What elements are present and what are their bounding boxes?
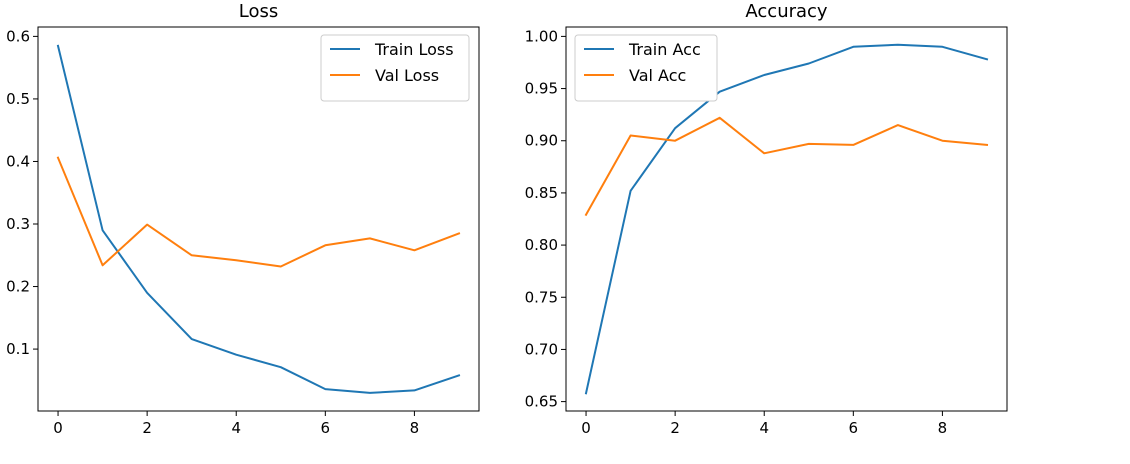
train-acc-legend-label: Train Acc <box>628 40 701 59</box>
accuracy-y-tick-label: 0.80 <box>525 236 558 254</box>
accuracy-y-tick-label: 0.85 <box>525 184 558 202</box>
train-acc-line <box>584 43 989 395</box>
loss-axes-frame <box>37 26 480 412</box>
accuracy-x-tick-label: 0 <box>581 419 591 437</box>
loss-x-tick-label: 0 <box>53 419 63 437</box>
loss-x-tick-label: 8 <box>410 419 420 437</box>
accuracy-x-tick-label: 8 <box>938 419 948 437</box>
accuracy-axis-ticks: 0 2 4 6 8 0.65 0.70 0.75 0.80 0.85 0.90 0.95 1.00 <box>525 27 948 437</box>
loss-legend: Train Loss Val Loss <box>320 34 470 102</box>
val-acc-legend-label: Val Acc <box>629 66 686 85</box>
accuracy-y-tick-label: 0.95 <box>525 80 558 98</box>
loss-y-tick-label: 0.2 <box>6 278 30 296</box>
loss-legend-box <box>320 34 470 102</box>
loss-y-tick-label: 0.5 <box>6 90 30 108</box>
train-loss-legend-label: Train Loss <box>374 40 454 59</box>
accuracy-legend-box <box>574 34 718 102</box>
accuracy-y-tick-label: 1.00 <box>525 27 558 45</box>
val-loss-legend-label: Val Loss <box>375 66 439 85</box>
loss-y-tick-label: 0.4 <box>6 152 30 170</box>
accuracy-y-tick-label: 0.65 <box>525 393 558 411</box>
accuracy-panel: Accuracy 0 2 4 6 8 0.65 0.70 0.75 0.80 0.85 0.90 0.… <box>525 1 1008 437</box>
loss-x-tick-label: 4 <box>231 419 241 437</box>
accuracy-x-tick-label: 6 <box>849 419 859 437</box>
accuracy-y-tick-label: 0.70 <box>525 340 558 358</box>
loss-axis-ticks: 0 2 4 6 8 0.1 0.2 0.3 0.4 0.5 0.6 <box>6 27 419 437</box>
accuracy-series-lines <box>584 43 989 395</box>
accuracy-x-tick-label: 2 <box>670 419 680 437</box>
accuracy-chart-title: Accuracy <box>745 1 828 22</box>
loss-x-tick-label: 2 <box>142 419 152 437</box>
loss-panel: Loss 0 2 4 6 8 0.1 0.2 0.3 0.4 0.5 0.6 Train Loss V… <box>6 1 480 437</box>
loss-chart-title: Loss <box>239 1 278 22</box>
accuracy-axes-frame <box>565 26 1008 412</box>
train-loss-line <box>56 44 461 394</box>
accuracy-y-tick-label: 0.90 <box>525 132 558 150</box>
val-acc-line <box>584 116 989 217</box>
loss-y-tick-label: 0.1 <box>6 340 30 358</box>
val-loss-line <box>56 156 461 268</box>
loss-y-tick-label: 0.3 <box>6 215 30 233</box>
loss-series-lines <box>56 44 461 394</box>
accuracy-x-tick-label: 4 <box>759 419 769 437</box>
accuracy-legend: Train Acc Val Acc <box>574 34 718 102</box>
accuracy-y-tick-label: 0.75 <box>525 288 558 306</box>
loss-x-tick-label: 6 <box>321 419 331 437</box>
loss-y-tick-label: 0.6 <box>6 27 30 45</box>
